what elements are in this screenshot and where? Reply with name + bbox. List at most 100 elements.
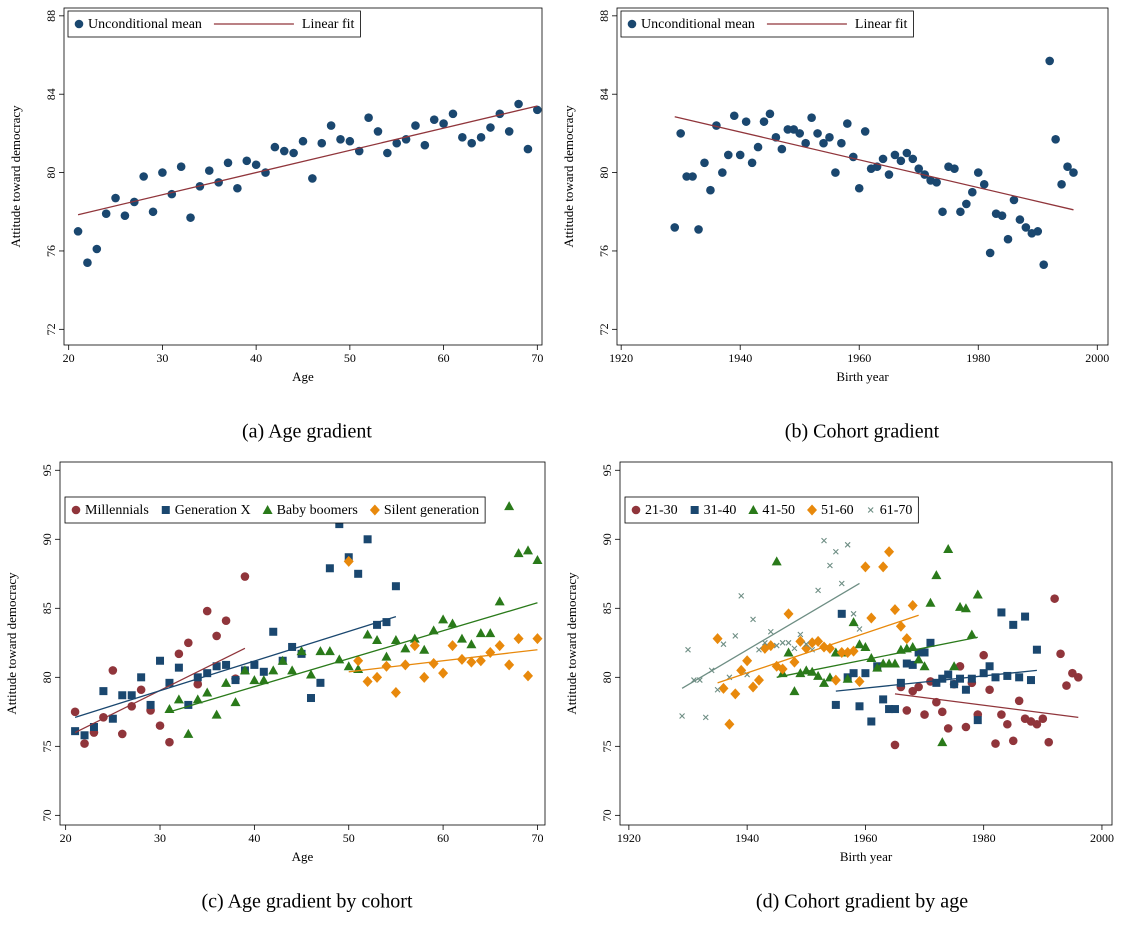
- point: [231, 676, 240, 685]
- point: [747, 158, 757, 168]
- point: [1050, 594, 1059, 603]
- point: [789, 656, 800, 668]
- x-tick-label: 60: [438, 351, 450, 365]
- point: [919, 661, 930, 671]
- point: [83, 258, 92, 268]
- point: [165, 737, 174, 747]
- point: [783, 647, 794, 657]
- point: [791, 645, 798, 652]
- point: [854, 183, 864, 193]
- caption: (c) Age gradient by cohort: [201, 891, 412, 913]
- x-tick-label: 20: [60, 831, 72, 845]
- point: [706, 185, 715, 195]
- point: [688, 172, 697, 181]
- point: [240, 572, 250, 581]
- panel: 72 76 80 84 88 20 30 40 50 60 70 Age Attitude toward…: [8, 7, 543, 443]
- point: [795, 129, 805, 138]
- point: [1032, 645, 1041, 654]
- point: [127, 702, 137, 711]
- point: [1051, 134, 1060, 144]
- y-axis-title: Attitude toward democracy: [8, 105, 23, 248]
- legend-label: 21-30: [645, 503, 678, 518]
- point: [1003, 234, 1013, 244]
- point: [308, 174, 317, 183]
- point: [884, 170, 894, 179]
- point: [1033, 227, 1043, 236]
- point: [979, 180, 989, 189]
- point: [765, 640, 776, 652]
- y-tick-label: 80: [44, 167, 58, 179]
- point: [801, 642, 812, 654]
- x-tick-label: 70: [531, 351, 543, 365]
- point: [861, 669, 870, 678]
- point: [889, 604, 900, 616]
- y-tick-label: 75: [40, 740, 54, 752]
- point: [742, 655, 753, 667]
- legend-label: Millennials: [85, 503, 149, 518]
- legend-label: 41-50: [762, 503, 795, 518]
- x-tick-label: 40: [250, 351, 262, 365]
- point: [860, 561, 871, 573]
- plot-frame: [63, 7, 543, 346]
- point: [447, 640, 458, 652]
- x-tick-label: 2000: [1090, 831, 1114, 845]
- point: [723, 150, 733, 160]
- point: [821, 537, 827, 544]
- point: [409, 640, 420, 652]
- point: [117, 729, 127, 739]
- point: [268, 665, 279, 675]
- fit-line: [835, 669, 1037, 692]
- point: [466, 656, 477, 668]
- point: [108, 666, 118, 675]
- point: [514, 99, 523, 109]
- x-tick-label: 60: [437, 831, 449, 845]
- point: [850, 610, 857, 617]
- legend-label: Linear fit: [302, 17, 355, 32]
- point: [1015, 673, 1024, 682]
- y-tick-label: 76: [44, 245, 58, 257]
- legend-marker: [627, 19, 637, 29]
- legend-label: Generation X: [175, 503, 251, 518]
- legend-box: [64, 496, 486, 524]
- point: [937, 737, 948, 747]
- point: [748, 681, 759, 693]
- point: [419, 671, 430, 683]
- point: [193, 679, 203, 689]
- point: [838, 580, 845, 587]
- point: [949, 661, 960, 671]
- y-tick-label: 80: [600, 671, 614, 683]
- point: [383, 148, 392, 158]
- point: [902, 148, 912, 158]
- point: [884, 546, 895, 558]
- legend-marker: [867, 507, 874, 513]
- x-tick-label: 20: [63, 351, 75, 365]
- fit-line: [674, 116, 1074, 211]
- point: [467, 138, 477, 148]
- point: [233, 183, 242, 193]
- point: [1063, 162, 1072, 172]
- point: [950, 164, 959, 173]
- point: [985, 662, 994, 671]
- y-tick-label: 76: [597, 245, 611, 257]
- x-axis-title: Age: [292, 849, 314, 864]
- point: [807, 666, 818, 676]
- y-tick-label: 80: [597, 167, 611, 179]
- point: [155, 721, 165, 730]
- x-axis-title: Birth year: [836, 369, 889, 384]
- point: [783, 125, 793, 134]
- point: [287, 665, 298, 675]
- point: [306, 694, 315, 703]
- point: [907, 641, 918, 651]
- point: [937, 707, 947, 717]
- point: [317, 138, 327, 148]
- point: [485, 628, 496, 638]
- point: [732, 633, 739, 639]
- legend-label: Unconditional mean: [88, 17, 202, 32]
- point: [1057, 180, 1066, 189]
- point: [931, 570, 942, 580]
- point: [694, 225, 703, 234]
- point: [803, 641, 810, 648]
- point: [825, 133, 834, 142]
- point: [797, 631, 804, 638]
